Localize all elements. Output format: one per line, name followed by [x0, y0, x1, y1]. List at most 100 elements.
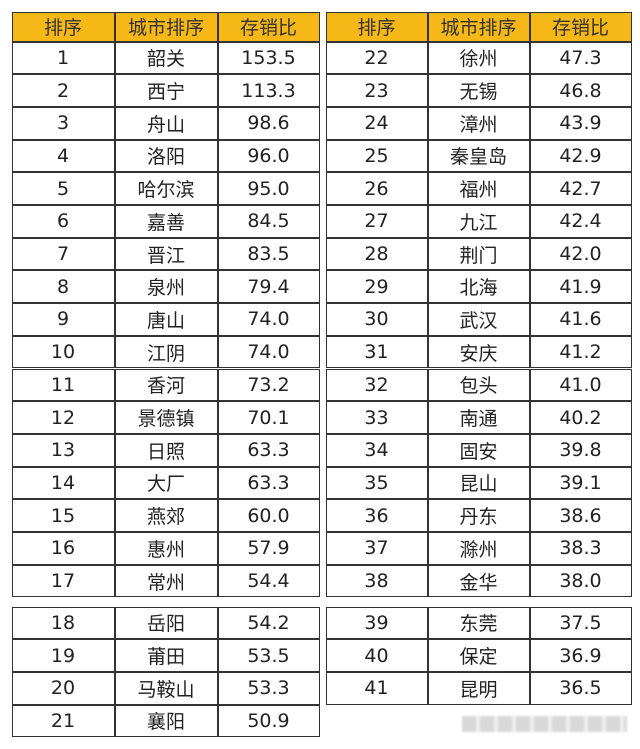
ratio-cell: 74.0: [217, 335, 320, 369]
ratio-cell: 57.9: [217, 532, 320, 565]
city-cell: 包头: [427, 368, 530, 402]
ratio-cell: 39.1: [529, 466, 632, 500]
ratio-cell: 41.0: [529, 368, 632, 402]
rank-cell: 14: [11, 466, 115, 500]
ratio-cell: 113.3: [217, 74, 320, 107]
rank-cell: 31: [325, 335, 428, 369]
rank-cell: 36: [325, 499, 428, 532]
rank-cell: 27: [325, 205, 428, 238]
ratio-cell: 43.9: [529, 106, 632, 140]
city-cell: 韶关: [114, 41, 218, 75]
ratio-cell: 38.0: [529, 564, 632, 598]
ratio-cell: 38.6: [529, 499, 632, 532]
rank-cell: 15: [11, 499, 115, 532]
ratio-cell: 41.6: [529, 303, 632, 336]
city-cell: 秦皇岛: [427, 139, 530, 173]
city-cell: 香河: [114, 368, 218, 402]
city-cell: 昆明: [427, 671, 530, 705]
rank-cell: 4: [11, 139, 115, 173]
ratio-cell: 37.5: [529, 606, 632, 640]
city-cell: 南通: [427, 401, 530, 434]
rank-cell: 26: [325, 172, 428, 205]
city-cell: 晋江: [114, 237, 218, 271]
city-cell: 漳州: [427, 106, 530, 140]
rank-cell: 37: [325, 532, 428, 565]
ratio-cell: 50.9: [217, 704, 320, 738]
city-cell: 滁州: [427, 532, 530, 565]
ratio-cell: 96.0: [217, 139, 320, 173]
ratio-cell: 95.0: [217, 172, 320, 205]
city-cell: 固安: [427, 433, 530, 467]
ratio-cell: 73.2: [217, 368, 320, 402]
city-cell: 哈尔滨: [114, 172, 218, 205]
rank-cell: 34: [325, 433, 428, 467]
rank-cell: 10: [11, 335, 115, 369]
rank-cell: 41: [325, 671, 428, 705]
ratio-cell: 39.8: [529, 433, 632, 467]
city-cell: 丹东: [427, 499, 530, 532]
ratio-cell: 63.3: [217, 466, 320, 500]
rank-cell: 3: [11, 106, 115, 140]
city-cell: 燕郊: [114, 499, 218, 532]
rank-cell: 1: [11, 41, 115, 75]
ratio-cell: 63.3: [217, 433, 320, 467]
city-cell: 唐山: [114, 303, 218, 336]
city-cell: 大厂: [114, 466, 218, 500]
city-cell: 常州: [114, 564, 218, 598]
rank-cell: 16: [11, 532, 115, 565]
ratio-cell: 41.2: [529, 335, 632, 369]
ratio-cell: 42.9: [529, 139, 632, 173]
city-cell: 日照: [114, 433, 218, 467]
watermark: [462, 716, 627, 732]
city-cell: 马鞍山: [114, 671, 218, 705]
rank-cell: 29: [325, 270, 428, 304]
ratio-cell: 47.3: [529, 41, 632, 75]
city-cell: 九江: [427, 205, 530, 238]
rank-cell: 25: [325, 139, 428, 173]
rank-cell: 30: [325, 303, 428, 336]
ratio-cell: 36.9: [529, 639, 632, 672]
header-city-cell: 城市排序: [114, 11, 218, 42]
rank-cell: 21: [11, 704, 115, 738]
rank-cell: 39: [325, 606, 428, 640]
rank-cell: 35: [325, 466, 428, 500]
ratio-cell: 53.3: [217, 671, 320, 705]
rank-cell: 28: [325, 237, 428, 271]
city-cell: 惠州: [114, 532, 218, 565]
rank-cell: 19: [11, 639, 115, 672]
city-cell: 无锡: [427, 74, 530, 107]
rank-cell: 22: [325, 41, 428, 75]
rank-cell: 17: [11, 564, 115, 598]
header-ratio-cell: 存销比: [217, 11, 320, 42]
rank-cell: 23: [325, 74, 428, 107]
header-rank-cell: 排序: [11, 11, 115, 42]
header-rank-cell: 排序: [325, 11, 428, 42]
rank-cell: 9: [11, 303, 115, 336]
rank-cell: 20: [11, 671, 115, 705]
header-ratio-cell: 存销比: [529, 11, 632, 42]
city-cell: 舟山: [114, 106, 218, 140]
city-cell: 武汉: [427, 303, 530, 336]
ratio-cell: 42.7: [529, 172, 632, 205]
city-cell: 福州: [427, 172, 530, 205]
city-cell: 洛阳: [114, 139, 218, 173]
city-cell: 莆田: [114, 639, 218, 672]
rank-cell: 11: [11, 368, 115, 402]
city-cell: 金华: [427, 564, 530, 598]
city-cell: 东莞: [427, 606, 530, 640]
city-cell: 安庆: [427, 335, 530, 369]
city-cell: 西宁: [114, 74, 218, 107]
ratio-cell: 41.9: [529, 270, 632, 304]
rank-cell: 38: [325, 564, 428, 598]
rank-cell: 32: [325, 368, 428, 402]
city-cell: 徐州: [427, 41, 530, 75]
rank-cell: 5: [11, 172, 115, 205]
rank-cell: 7: [11, 237, 115, 271]
ratio-cell: 153.5: [217, 41, 320, 75]
ratio-cell: 84.5: [217, 205, 320, 238]
ratio-cell: 42.4: [529, 205, 632, 238]
ratio-cell: 74.0: [217, 303, 320, 336]
ratio-cell: 54.4: [217, 564, 320, 598]
ratio-cell: 54.2: [217, 606, 320, 640]
ratio-cell: 40.2: [529, 401, 632, 434]
